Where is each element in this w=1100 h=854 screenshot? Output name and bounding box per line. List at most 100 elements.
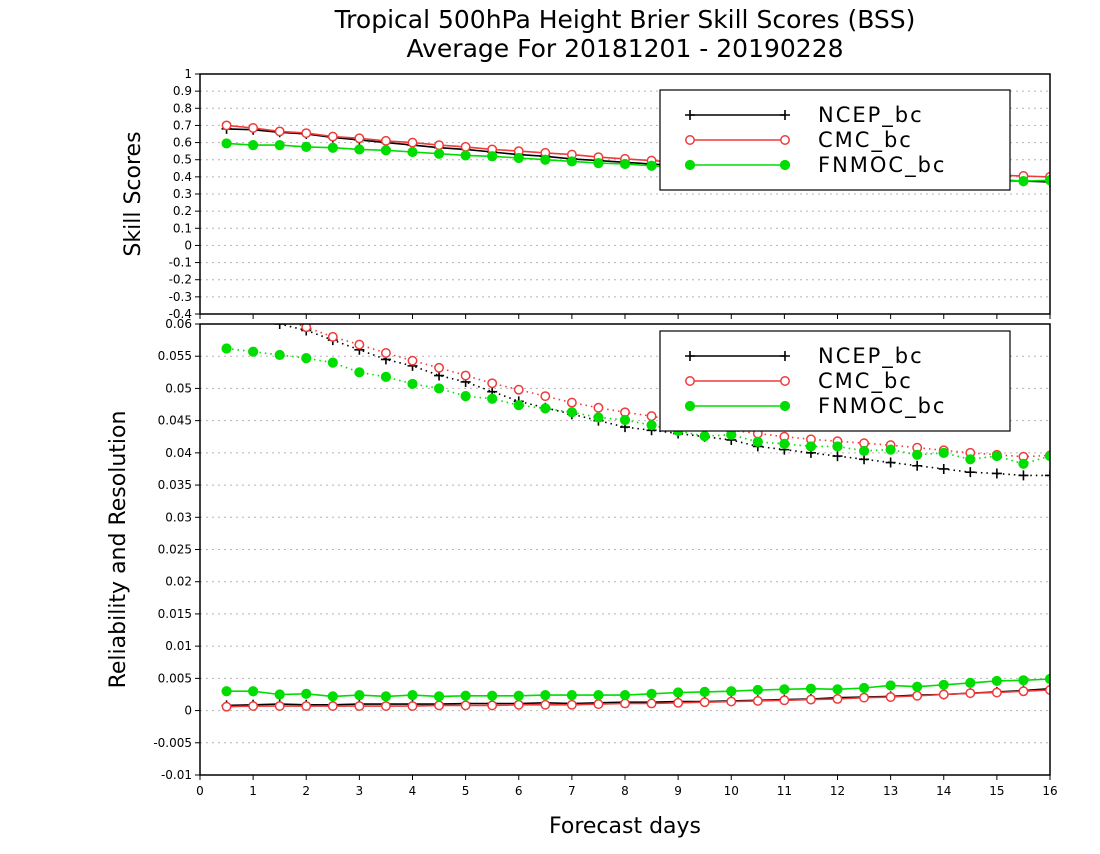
y-tick-label: 0.035: [158, 478, 192, 492]
data-point-CMC_bc: [885, 692, 896, 702]
data-point-FNMOC_bc: [566, 407, 577, 418]
data-point-FNMOC_bc: [327, 357, 338, 368]
data-point-FNMOC_bc: [433, 148, 445, 159]
data-point-FNMOC_bc: [407, 690, 418, 701]
x-tick-label: 9: [674, 784, 682, 798]
y-tick-label: 0.025: [158, 543, 192, 557]
data-point-FNMOC_bc: [1018, 458, 1029, 469]
data-point-FNMOC_bc: [274, 140, 285, 151]
data-point-FNMOC_bc: [513, 690, 524, 701]
data-point-CMC_bc: [327, 131, 338, 142]
data-point-FNMOC_bc: [858, 682, 870, 694]
data-point-CMC_bc: [434, 140, 445, 151]
data-point-FNMOC_bc: [619, 414, 631, 426]
data-point-NCEP_bc: [1045, 470, 1050, 481]
data-point-FNMOC_bc: [433, 383, 445, 394]
data-point-FNMOC_bc: [380, 691, 392, 702]
y-tick-label: 0.045: [158, 414, 192, 428]
legend-label-NCEP_bc: NCEP_bc: [818, 103, 924, 128]
y-tick-label: -0.4: [169, 307, 192, 321]
data-point-CMC_bc: [540, 391, 551, 402]
data-point-FNMOC_bc: [1044, 175, 1050, 186]
data-point-FNMOC_bc: [1044, 450, 1050, 462]
plot-frame: [199, 323, 1051, 776]
data-point-FNMOC_bc: [699, 686, 710, 697]
x-tick-label: 1: [249, 784, 257, 798]
data-point-FNMOC_bc: [805, 683, 817, 694]
data-point-FNMOC_bc: [1018, 176, 1029, 187]
data-point-CMC_bc: [221, 120, 232, 131]
data-point-FNMOC_bc: [274, 689, 285, 700]
series-group: [221, 324, 1050, 712]
data-point-CMC_bc: [965, 688, 976, 699]
y-tick-label: 0: [184, 238, 192, 252]
x-tick-label: 15: [989, 784, 1004, 798]
data-point-FNMOC_bc: [991, 450, 1002, 462]
data-point-CMC_bc: [513, 699, 524, 710]
data-point-CMC_bc: [248, 123, 259, 133]
series-line-NCEP_bc-resolution: [277, 324, 1050, 477]
x-tick-label: 6: [515, 784, 523, 798]
data-point-FNMOC_bc: [991, 675, 1002, 687]
data-point-CMC_bc: [540, 699, 551, 710]
data-point-FNMOC_bc: [646, 420, 657, 431]
legend-marker-FNMOC_bc: [779, 400, 791, 412]
data-point-CMC_bc: [646, 411, 657, 422]
data-point-FNMOC_bc: [965, 454, 976, 465]
data-point-FNMOC_bc: [885, 444, 896, 455]
data-point-NCEP_bc: [912, 460, 923, 471]
data-point-FNMOC_bc: [407, 146, 418, 158]
legend-marker-NCEP_bc: [685, 351, 695, 361]
data-point-CMC_bc: [301, 701, 312, 712]
data-point-CMC_bc: [354, 133, 365, 144]
legend-marker-NCEP_bc: [685, 110, 695, 120]
data-point-FNMOC_bc: [513, 400, 524, 411]
data-point-FNMOC_bc: [832, 684, 843, 695]
y-tick-label: 1: [184, 67, 192, 81]
data-point-FNMOC_bc: [938, 679, 949, 690]
x-tick-label: 12: [830, 784, 845, 798]
chart-title: Tropical 500hPa Height Brier Skill Score…: [334, 5, 916, 34]
data-point-CMC_bc: [620, 698, 630, 709]
data-point-CMC_bc: [460, 700, 471, 711]
y-axis-label: Skill Scores: [121, 131, 146, 256]
x-tick-label: 11: [777, 784, 792, 798]
y-tick-label: 0.02: [165, 575, 192, 589]
y-tick-label: 0.3: [173, 187, 192, 201]
y-tick-label: 0.055: [158, 349, 192, 363]
data-point-FNMOC_bc: [460, 150, 471, 161]
data-point-FNMOC_bc: [593, 690, 604, 701]
data-point-FNMOC_bc: [726, 686, 737, 697]
data-point-CMC_bc: [726, 696, 737, 707]
legend-marker-FNMOC_bc: [779, 159, 791, 171]
data-point-FNMOC_bc: [540, 154, 551, 165]
data-point-FNMOC_bc: [619, 158, 631, 170]
y-tick-label: 0.9: [173, 84, 192, 98]
data-point-CMC_bc: [380, 701, 391, 712]
legend-label-CMC_bc: CMC_bc: [818, 369, 913, 394]
data-point-CMC_bc: [327, 701, 338, 712]
data-point-FNMOC_bc: [248, 140, 259, 151]
data-point-CMC_bc: [779, 695, 790, 706]
y-tick-label: -0.005: [153, 736, 192, 750]
data-point-CMC_bc: [991, 687, 1002, 698]
x-tick-label: 2: [302, 784, 310, 798]
data-point-FNMOC_bc: [752, 436, 763, 448]
data-point-FNMOC_bc: [566, 156, 577, 167]
data-point-FNMOC_bc: [487, 690, 498, 701]
data-point-FNMOC_bc: [380, 371, 392, 382]
data-point-FNMOC_bc: [752, 684, 763, 696]
data-point-FNMOC_bc: [487, 151, 498, 162]
y-tick-label: -0.3: [169, 290, 192, 304]
data-point-FNMOC_bc: [1018, 675, 1029, 686]
data-point-FNMOC_bc: [673, 687, 684, 698]
y-tick-label: 0.4: [173, 170, 192, 184]
legend-marker-CMC_bc: [685, 376, 695, 386]
y-tick-label: 0.5: [173, 153, 192, 167]
x-axis-label: Forecast days: [549, 814, 701, 839]
data-point-CMC_bc: [912, 690, 923, 701]
data-point-FNMOC_bc: [407, 378, 418, 390]
